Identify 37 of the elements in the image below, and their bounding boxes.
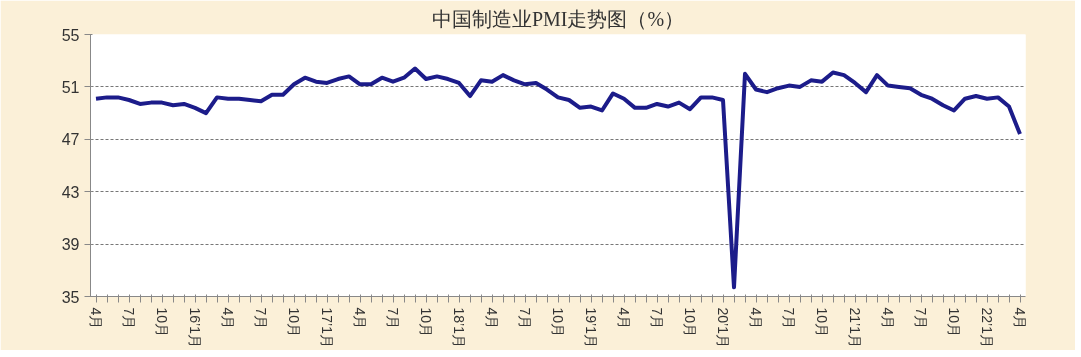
x-tick-label: 10月: [946, 307, 962, 338]
x-tick-label: 10月: [814, 307, 830, 338]
x-tick-label: 7月: [385, 307, 401, 330]
x-tick-label: 16’1月: [187, 307, 203, 348]
y-tick-label: 43: [61, 183, 80, 201]
x-tick-label: 20’1月: [715, 307, 731, 348]
y-tick-label: 51: [61, 78, 80, 96]
x-tick-label: 10月: [418, 307, 434, 338]
x-tick-label: 7月: [649, 307, 665, 330]
y-tick-label: 55: [61, 26, 80, 44]
x-tick-label: 7月: [913, 307, 929, 330]
x-tick-label: 4月: [1012, 307, 1028, 330]
x-tick-label: 18’1月: [451, 307, 467, 348]
y-tick-label: 35: [61, 288, 80, 306]
x-tick-label: 4月: [220, 307, 236, 330]
x-tick-label: 4月: [616, 307, 632, 330]
x-tick-label: 7月: [121, 307, 137, 330]
x-tick-label: 7月: [517, 307, 533, 330]
x-tick-label: 4月: [880, 307, 896, 330]
x-tick-label: 17’1月: [319, 307, 335, 348]
x-tick-label: 22’1月: [979, 307, 995, 348]
x-tick-label: 10月: [550, 307, 566, 338]
line-series: [94, 66, 1022, 290]
x-tick-label: 4月: [352, 307, 368, 330]
x-tick-label: 10月: [154, 307, 170, 338]
y-tick-label: 39: [61, 236, 80, 254]
y-tick-label: 47: [61, 131, 80, 149]
x-tick-label: 4月: [88, 307, 104, 330]
chart-title: 中国制造业PMI走势图（%）: [431, 7, 685, 30]
x-tick-label: 4月: [748, 307, 764, 330]
x-tick-label: 19’1月: [583, 307, 599, 348]
x-tick-label: 10月: [682, 307, 698, 338]
x-tick-label: 21’1月: [847, 307, 863, 348]
x-tick-label: 7月: [781, 307, 797, 330]
x-tick-label: 7月: [253, 307, 269, 330]
x-tick-label: 10月: [286, 307, 302, 338]
x-tick-label: 4月: [484, 307, 500, 330]
